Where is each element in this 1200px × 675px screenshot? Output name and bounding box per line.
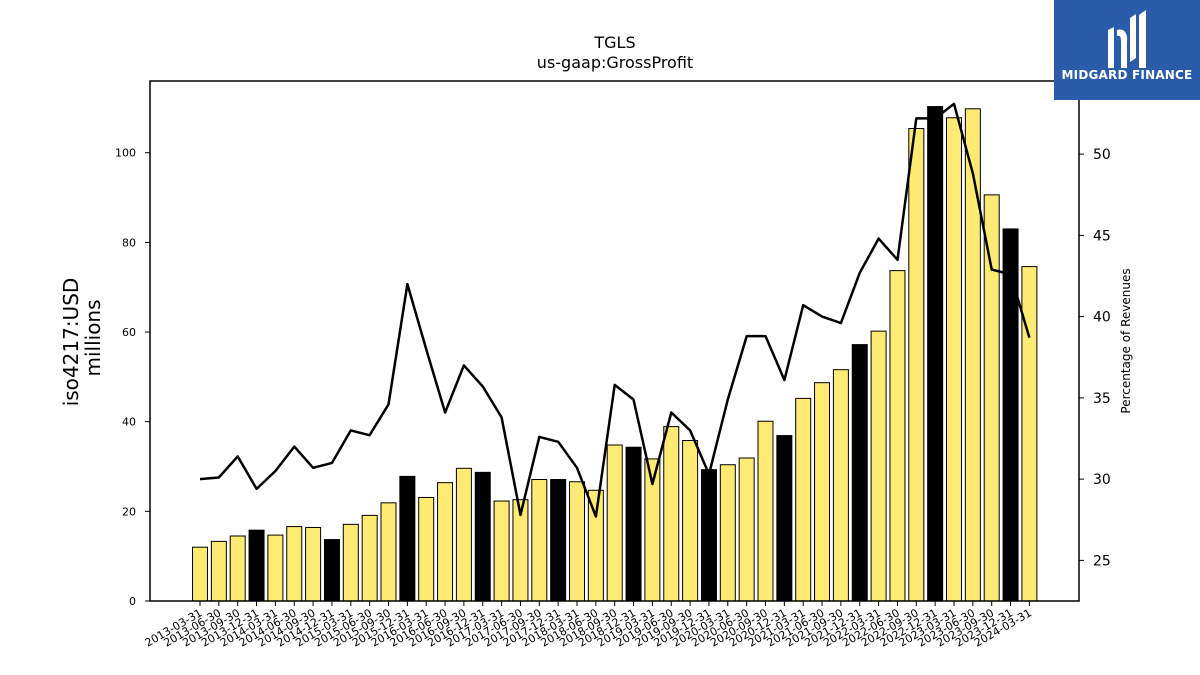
bar xyxy=(927,106,944,602)
y2-tick-label: 45 xyxy=(1093,228,1111,244)
bar xyxy=(210,540,227,602)
bar xyxy=(870,330,887,602)
bar xyxy=(531,479,548,602)
bar xyxy=(192,546,208,602)
bar xyxy=(946,117,962,602)
bar xyxy=(569,481,585,602)
bar xyxy=(964,108,981,602)
y2-axis: 25 30 35 40 45 50 xyxy=(1079,147,1111,569)
bar xyxy=(229,535,246,602)
bar xyxy=(663,426,680,602)
bar xyxy=(323,539,340,602)
bar xyxy=(248,529,265,602)
bar xyxy=(267,534,284,602)
bar xyxy=(342,523,359,602)
chart-subtitle: us-gaap:GrossProfit xyxy=(537,53,693,72)
bar xyxy=(700,469,717,602)
bar xyxy=(474,471,491,602)
y2-tick-label: 35 xyxy=(1093,391,1111,407)
y-tick-label: 80 xyxy=(122,236,136,249)
bar xyxy=(493,500,510,602)
y-axis: 0 20 40 60 80 100 xyxy=(115,147,150,608)
bar xyxy=(814,382,831,602)
bar-series xyxy=(192,106,1038,602)
brand-logo: MIDGARD FINANCE xyxy=(1054,0,1200,100)
y2-tick-label: 50 xyxy=(1093,147,1111,163)
bar xyxy=(361,514,378,602)
bar xyxy=(682,440,699,602)
bar xyxy=(606,444,623,602)
bar xyxy=(399,475,416,602)
bar xyxy=(455,467,472,602)
y2-tick-label: 25 xyxy=(1093,553,1111,569)
y2-tick-label: 40 xyxy=(1093,310,1111,326)
y-tick-label: 60 xyxy=(122,326,136,339)
bar xyxy=(437,482,454,602)
y-axis-label: iso4217:USD xyxy=(59,278,83,407)
bar xyxy=(832,369,849,602)
bar xyxy=(587,489,604,602)
brand-name: MIDGARD FINANCE xyxy=(1061,68,1193,82)
bar xyxy=(1002,228,1019,602)
y-tick-label: 100 xyxy=(115,147,136,160)
midgard-logo-icon xyxy=(1108,10,1146,68)
bar xyxy=(983,194,1000,602)
y-axis-label-units: millions xyxy=(81,299,105,376)
x-axis: 2013-03-312013-06-302013-09-302013-12-31… xyxy=(143,601,1034,650)
bar xyxy=(380,502,397,602)
bar xyxy=(776,435,793,602)
line-series xyxy=(199,102,1031,518)
bar xyxy=(305,526,322,602)
bar xyxy=(795,397,812,602)
bar xyxy=(738,457,755,602)
bar xyxy=(889,270,906,602)
bar xyxy=(625,446,642,602)
y-tick-label: 20 xyxy=(122,505,136,518)
bar xyxy=(719,464,736,602)
bar xyxy=(550,479,567,602)
bar xyxy=(286,526,303,602)
percentage-line xyxy=(199,102,1031,518)
y2-tick-label: 30 xyxy=(1093,472,1111,488)
y-tick-label: 40 xyxy=(122,416,136,429)
chart-title: TGLS xyxy=(593,33,635,52)
bar xyxy=(757,420,774,602)
bar xyxy=(851,344,868,602)
y-tick-label: 0 xyxy=(129,595,136,608)
bar xyxy=(908,128,925,602)
y2-axis-label: Percentage of Revenues xyxy=(1119,268,1133,413)
bar xyxy=(418,496,435,602)
